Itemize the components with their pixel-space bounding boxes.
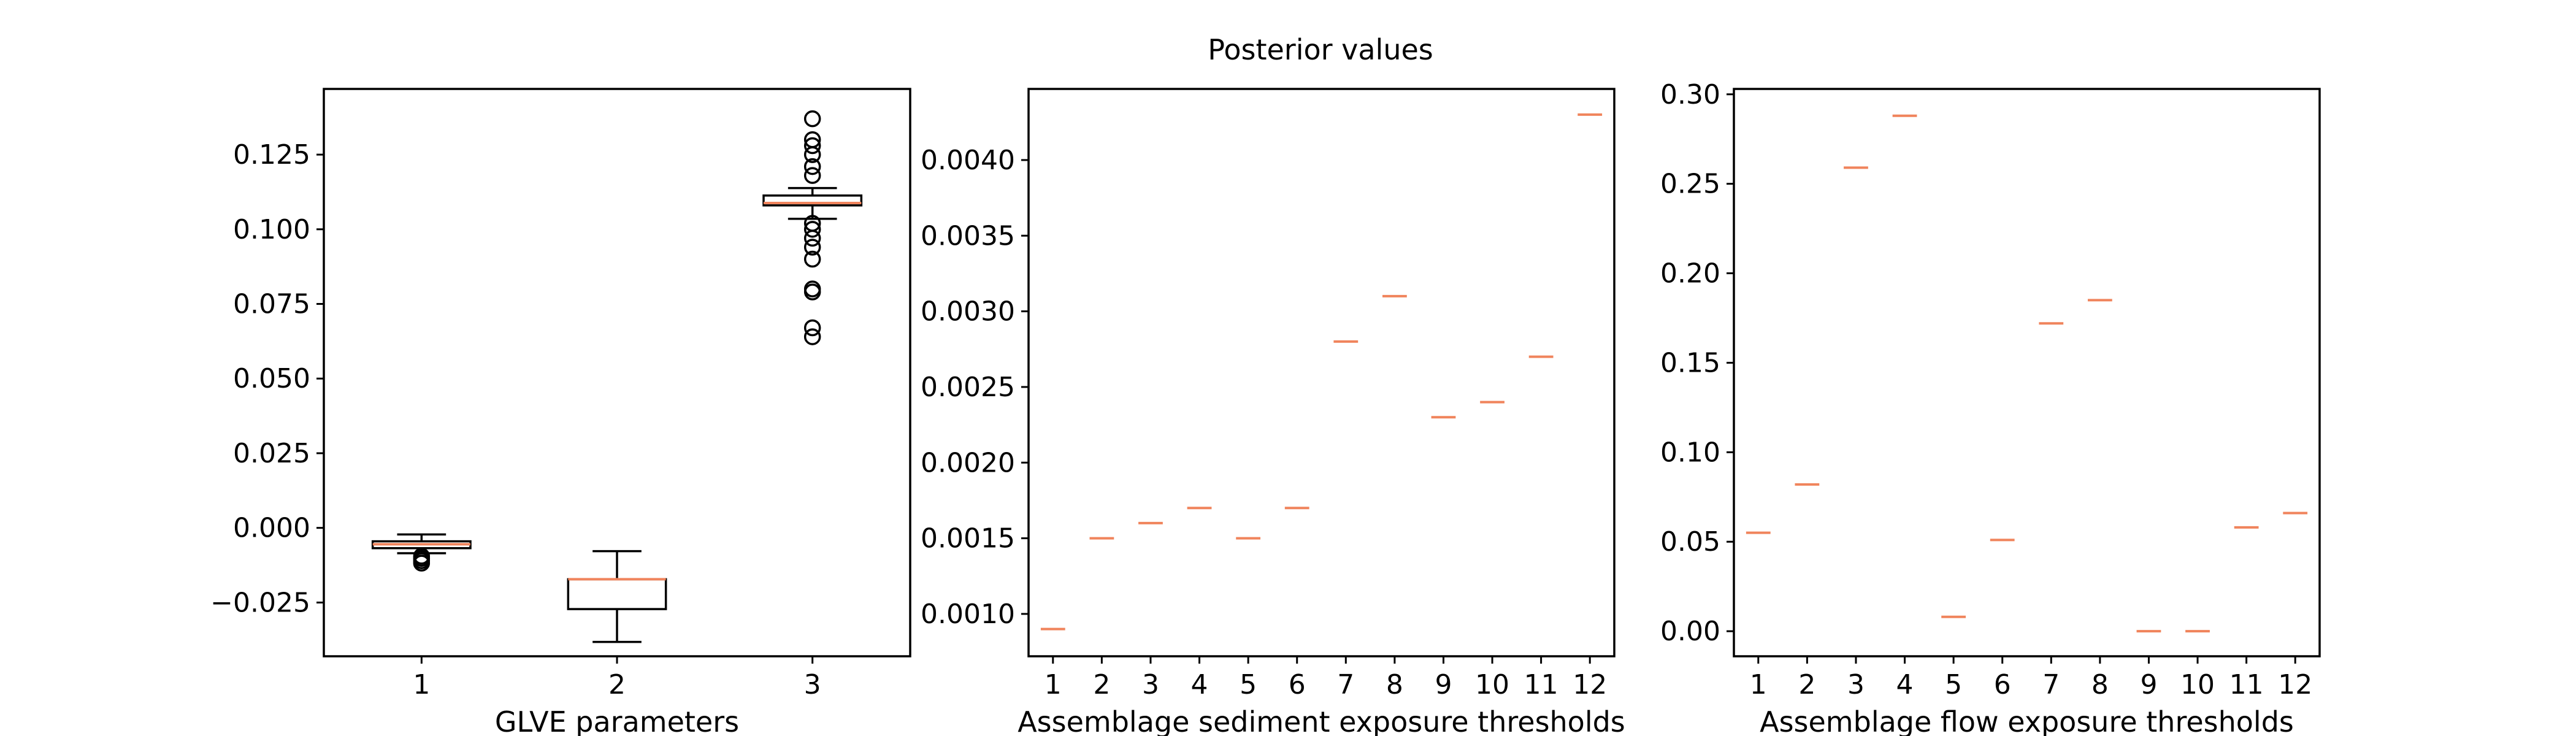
x-tick-label: 2	[1798, 669, 1815, 700]
outlier-point	[803, 319, 821, 337]
outlier-point	[803, 250, 821, 268]
x-tick-label: 1	[1045, 669, 1062, 700]
y-tick-label: 0.30	[1660, 79, 1720, 110]
x-tick-label: 6	[1994, 669, 2011, 700]
panel-flow-thresholds: 0.00 0.05 0.10 0.15 0.20 0.25 0.30 1 2 3 4 5 6 7 8 9 10 1…	[1660, 79, 2321, 736]
outlier-point	[803, 146, 821, 163]
x-tick-label: 9	[2140, 669, 2157, 700]
y-tick-label: 0.000	[233, 513, 310, 544]
y-tick-label: 0.0040	[921, 145, 1015, 176]
x-tick-label: 3	[1142, 669, 1159, 700]
x-tick-label: 10	[1475, 669, 1509, 700]
box-3	[762, 110, 863, 345]
outlier-point	[803, 239, 821, 256]
x-tick-label: 1	[1750, 669, 1767, 700]
x-tick-label: 3	[1847, 669, 1865, 700]
x-tick-label: 12	[1573, 669, 1607, 700]
x-tick-label: 5	[1240, 669, 1257, 700]
outlier-point	[803, 221, 821, 238]
y-tick-label: 0.0010	[921, 599, 1015, 630]
x-tick-label: 11	[1524, 669, 1558, 700]
outlier-point	[803, 137, 821, 155]
box-2	[567, 550, 667, 643]
x-axis-title: Assemblage flow exposure thresholds	[1760, 705, 2294, 736]
x-tick-label: 4	[1191, 669, 1208, 700]
figure-title: Posterior values	[1208, 33, 1433, 66]
box-body	[567, 578, 667, 610]
x-tick-label: 2	[1093, 669, 1110, 700]
y-tick-label: 0.0025	[921, 372, 1015, 403]
x-axis-title: Assemblage sediment exposure thresholds	[1018, 705, 1625, 736]
axes-frame	[1733, 88, 2321, 657]
y-tick-label: 0.10	[1660, 437, 1720, 468]
x-axis-title: GLVE parameters	[495, 705, 739, 736]
y-tick-label: 0.15	[1660, 347, 1720, 378]
x-tick-label: 11	[2229, 669, 2264, 700]
x-tick-label: 8	[1386, 669, 1403, 700]
outlier-point	[413, 554, 431, 572]
outlier-point	[803, 167, 821, 184]
panel-glve-parameters: −0.025 0.000 0.025 0.050 0.075 0.100 0.125 1 2 3 G…	[210, 88, 911, 736]
outlier-point	[803, 229, 821, 247]
outlier-point	[803, 110, 821, 128]
y-tick-label: 0.125	[233, 139, 310, 171]
x-tick-label: 4	[1896, 669, 1914, 700]
x-tick-label: 2	[608, 669, 626, 700]
x-tick-label: 7	[1337, 669, 1354, 700]
y-tick-label: 0.100	[233, 214, 310, 245]
outlier-point	[803, 283, 821, 301]
x-tick-label: 9	[1435, 669, 1452, 700]
x-tick-label: 12	[2278, 669, 2312, 700]
y-tick-label: −0.025	[210, 587, 310, 618]
outlier-point	[803, 158, 821, 175]
y-tick-label: 0.05	[1660, 526, 1720, 558]
y-tick-label: 0.075	[233, 289, 310, 320]
y-tick-label: 0.0015	[921, 523, 1015, 554]
x-tick-label: 10	[2180, 669, 2215, 700]
y-tick-label: 0.20	[1660, 258, 1720, 289]
box-1	[371, 533, 472, 572]
x-tick-label: 8	[2091, 669, 2109, 700]
outlier-point	[803, 328, 821, 345]
panel-sediment-thresholds: 0.0010 0.0015 0.0020 0.0025 0.0030 0.0035 0.00…	[921, 88, 1625, 736]
x-tick-label: 6	[1289, 669, 1306, 700]
axes-frame	[1027, 88, 1616, 657]
y-tick-label: 0.0020	[921, 447, 1015, 478]
x-tick-label: 1	[413, 669, 430, 700]
y-tick-label: 0.025	[233, 438, 310, 469]
x-tick-label: 5	[1945, 669, 1962, 700]
box-body	[762, 194, 863, 207]
y-tick-label: 0.25	[1660, 169, 1720, 200]
y-tick-label: 0.00	[1660, 616, 1720, 647]
y-tick-label: 0.0030	[921, 296, 1015, 328]
y-tick-label: 0.050	[233, 363, 310, 394]
x-tick-label: 3	[804, 669, 821, 700]
x-tick-label: 7	[2042, 669, 2060, 700]
y-tick-label: 0.0035	[921, 220, 1015, 251]
